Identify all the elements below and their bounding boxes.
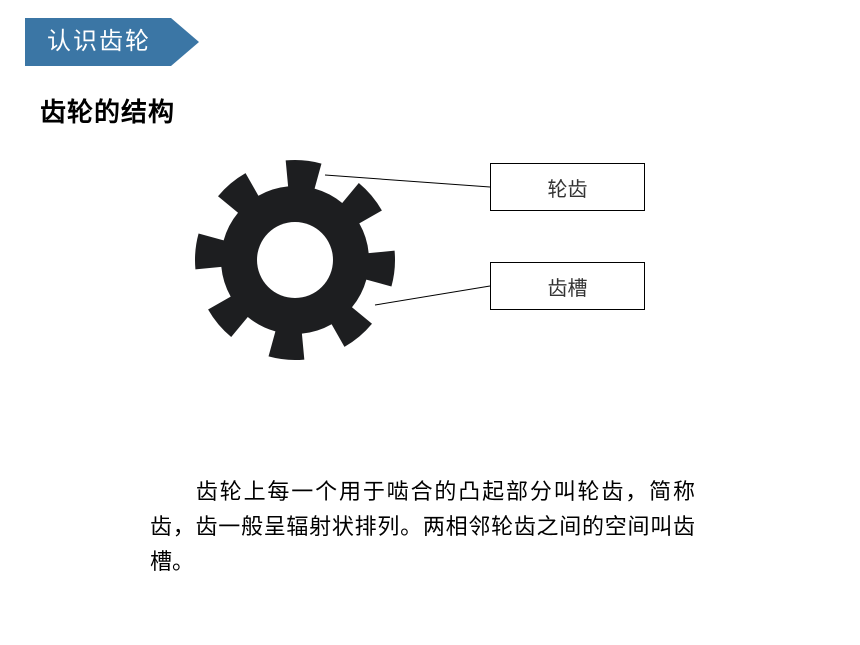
section-banner-arrow <box>171 18 199 66</box>
label-slot: 齿槽 <box>490 262 645 310</box>
gear-icon <box>190 155 400 365</box>
section-banner-label: 认识齿轮 <box>25 18 171 66</box>
body-text-content: 齿轮上每一个用于啮合的凸起部分叫轮齿，简称齿，齿一般呈辐射状排列。两相邻轮齿之间… <box>150 479 695 574</box>
subtitle: 齿轮的结构 <box>40 92 175 129</box>
label-tooth: 轮齿 <box>490 163 645 211</box>
gear-diagram: 轮齿 齿槽 <box>190 155 690 405</box>
slide-page: 认识齿轮 齿轮的结构 轮齿 齿槽 齿轮上每一个用于啮合的凸起部分叫轮齿，简称齿，… <box>0 0 860 645</box>
section-banner: 认识齿轮 <box>25 18 199 66</box>
body-paragraph: 齿轮上每一个用于啮合的凸起部分叫轮齿，简称齿，齿一般呈辐射状排列。两相邻轮齿之间… <box>150 474 695 580</box>
